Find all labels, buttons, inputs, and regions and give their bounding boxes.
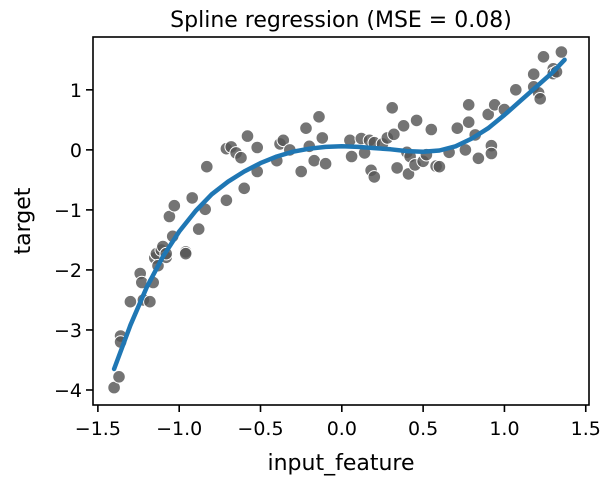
- x-axis-label: input_feature: [267, 451, 414, 476]
- data-point: [294, 164, 309, 179]
- data-point: [237, 181, 251, 196]
- x-tick-label: 0.0: [327, 418, 357, 440]
- data-point: [307, 153, 322, 168]
- x-tick-label: −1.5: [75, 418, 121, 440]
- spline-fit-line: [111, 57, 567, 372]
- x-tick-label: 0.5: [408, 418, 438, 440]
- data-point: [450, 121, 465, 135]
- data-point: [250, 140, 265, 155]
- chart-title: Spline regression (MSE = 0.08): [170, 8, 512, 33]
- x-axis: −1.5 −1.0 −0.5 0.0 0.5 1.0 1.5: [75, 405, 601, 440]
- data-point: [200, 159, 214, 174]
- scatter-points: [107, 45, 569, 395]
- data-point: [390, 161, 404, 175]
- data-point: [461, 115, 476, 129]
- data-point: [185, 191, 199, 205]
- data-point: [344, 149, 359, 164]
- plot-frame: [92, 36, 590, 406]
- y-tick-label: 0: [70, 140, 82, 162]
- y-tick-label: 1: [70, 80, 82, 102]
- data-point: [409, 113, 424, 128]
- data-point: [191, 222, 206, 236]
- x-tick-label: −1.0: [156, 418, 202, 440]
- data-point: [276, 133, 291, 148]
- x-tick-label: −0.5: [237, 418, 283, 440]
- data-point: [312, 110, 326, 124]
- data-point: [167, 198, 182, 213]
- data-point: [509, 83, 523, 97]
- data-point: [178, 246, 193, 261]
- x-tick-label: 1.0: [489, 418, 519, 440]
- data-point: [471, 151, 486, 166]
- data-point: [112, 370, 126, 384]
- y-axis-label: target: [11, 187, 36, 254]
- data-point: [315, 131, 330, 145]
- x-tick-label: 1.5: [571, 418, 601, 440]
- y-tick-label: −3: [54, 320, 82, 342]
- data-point: [385, 101, 400, 115]
- data-point: [533, 92, 548, 106]
- data-point: [396, 119, 411, 133]
- data-point: [299, 121, 313, 135]
- data-point: [234, 150, 248, 165]
- fit-line-layer: [111, 57, 567, 372]
- data-point: [240, 129, 255, 143]
- y-tick-label: −1: [54, 200, 82, 222]
- y-axis: −4 −3 −2 −1 0 1: [54, 80, 93, 402]
- data-point: [536, 50, 551, 64]
- data-point: [143, 294, 157, 309]
- data-point: [367, 170, 382, 184]
- y-tick-label: −2: [54, 260, 82, 282]
- data-point: [481, 107, 496, 122]
- data-point: [424, 122, 439, 137]
- data-point: [219, 193, 234, 208]
- data-point: [387, 127, 401, 142]
- data-point: [432, 159, 447, 174]
- data-point: [461, 98, 476, 112]
- y-tick-label: −4: [54, 380, 82, 402]
- data-point: [554, 45, 569, 59]
- data-point: [484, 146, 499, 161]
- data-point: [318, 156, 333, 171]
- data-point: [123, 294, 138, 309]
- data-point: [526, 67, 541, 81]
